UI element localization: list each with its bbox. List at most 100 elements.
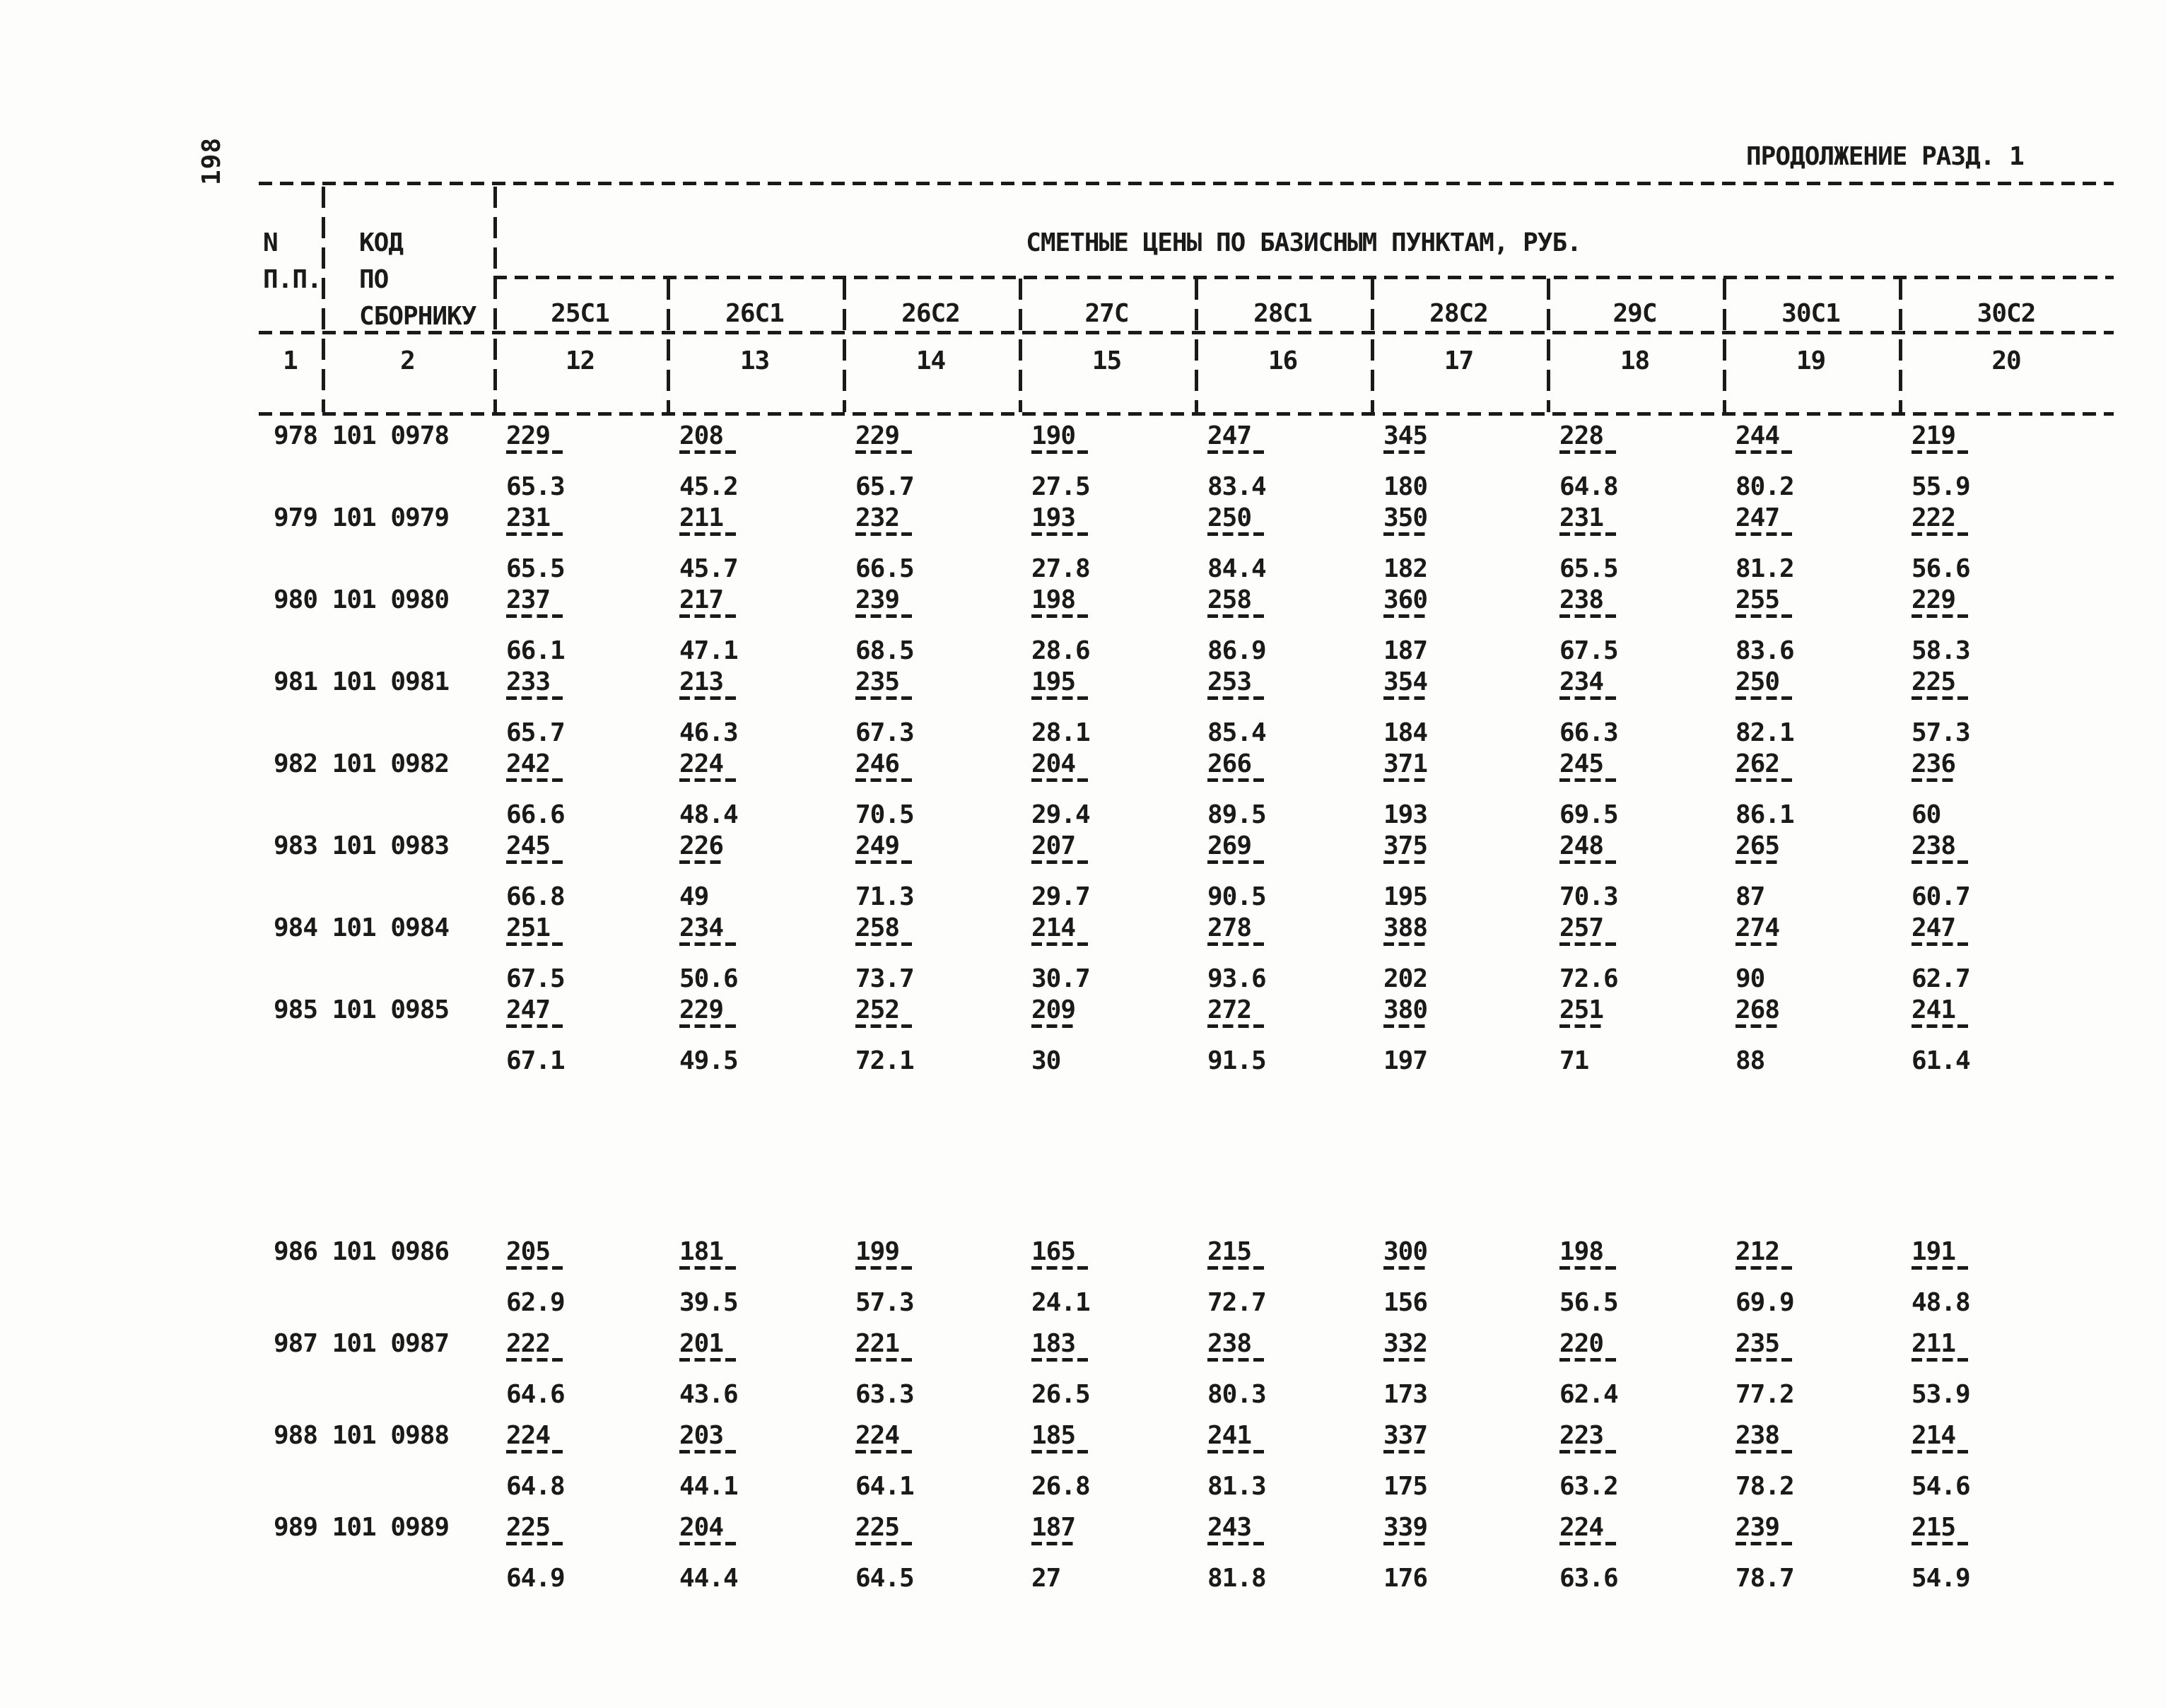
fraction-bar xyxy=(1735,860,1781,864)
price-denominator: 84.4 xyxy=(1207,554,1267,583)
price-numerator: 246 xyxy=(855,749,900,778)
price-denominator: 29.7 xyxy=(1031,882,1091,911)
data-column-separator xyxy=(843,279,846,412)
col1-separator xyxy=(322,187,325,412)
price-numerator: 213 xyxy=(679,667,724,696)
price-denominator: 197 xyxy=(1383,1046,1428,1075)
price-denominator: 90 xyxy=(1735,964,1765,993)
price-numerator: 219 xyxy=(1912,421,1956,450)
price-numerator: 191 xyxy=(1912,1237,1956,1266)
price-numerator: 300 xyxy=(1383,1237,1428,1266)
price-denominator: 30 xyxy=(1031,1046,1061,1075)
price-denominator: 60 xyxy=(1912,800,1941,829)
fraction-bar xyxy=(1031,1266,1093,1270)
price-denominator: 49.5 xyxy=(679,1046,739,1075)
price-denominator: 54.9 xyxy=(1912,1564,1971,1593)
column-number: 16 xyxy=(1268,346,1298,375)
price-denominator: 57.3 xyxy=(855,1288,915,1317)
price-denominator: 28.6 xyxy=(1031,636,1091,665)
fraction-bar xyxy=(1383,778,1429,782)
column-number: 17 xyxy=(1444,346,1474,375)
price-denominator: 91.5 xyxy=(1207,1046,1267,1075)
price-numerator: 215 xyxy=(1912,1513,1956,1542)
price-denominator: 65.3 xyxy=(506,472,566,501)
price-denominator: 62.7 xyxy=(1912,964,1971,993)
fraction-bar xyxy=(1383,1024,1429,1028)
fraction-bar xyxy=(1031,1450,1093,1453)
column-label-rule xyxy=(259,331,2114,334)
price-denominator: 86.1 xyxy=(1735,800,1795,829)
price-numerator: 245 xyxy=(506,831,551,860)
price-denominator: 48.4 xyxy=(679,800,739,829)
price-numerator: 224 xyxy=(679,749,724,778)
price-numerator: 337 xyxy=(1383,1421,1428,1450)
fraction-bar xyxy=(1912,942,1973,946)
fraction-bar xyxy=(1559,942,1621,946)
price-numerator: 262 xyxy=(1735,749,1780,778)
fraction-bar xyxy=(506,450,568,454)
fraction-bar xyxy=(855,1450,917,1453)
fraction-bar xyxy=(1912,450,1973,454)
data-column-separator xyxy=(1371,279,1374,412)
col2-separator xyxy=(493,187,497,412)
fraction-bar xyxy=(506,532,568,536)
price-numerator: 225 xyxy=(506,1513,551,1542)
price-denominator: 28.1 xyxy=(1031,718,1091,747)
price-numerator: 209 xyxy=(1031,995,1076,1024)
price-denominator: 44.4 xyxy=(679,1564,739,1593)
price-numerator: 226 xyxy=(679,831,724,860)
price-numerator: 235 xyxy=(855,667,900,696)
data-column-separator xyxy=(1723,279,1726,412)
price-numerator: 225 xyxy=(855,1513,900,1542)
price-numerator: 241 xyxy=(1912,995,1956,1024)
price-numerator: 234 xyxy=(679,913,724,942)
price-numerator: 212 xyxy=(1735,1237,1780,1266)
price-denominator: 26.8 xyxy=(1031,1472,1091,1501)
price-denominator: 67.5 xyxy=(506,964,566,993)
fraction-bar xyxy=(1912,860,1973,864)
price-denominator: 65.7 xyxy=(855,472,915,501)
price-numerator: 350 xyxy=(1383,503,1428,532)
price-denominator: 56.5 xyxy=(1559,1288,1619,1317)
fraction-bar xyxy=(1735,1024,1781,1028)
price-numerator: 388 xyxy=(1383,913,1428,942)
price-numerator: 245 xyxy=(1559,749,1604,778)
price-numerator: 250 xyxy=(1735,667,1780,696)
fraction-bar xyxy=(1559,1266,1621,1270)
price-denominator: 27.5 xyxy=(1031,472,1091,501)
fraction-bar xyxy=(855,1024,917,1028)
price-numerator: 251 xyxy=(506,913,551,942)
fraction-bar xyxy=(1207,1266,1269,1270)
price-numerator: 183 xyxy=(1031,1329,1076,1358)
price-numerator: 258 xyxy=(855,913,900,942)
price-numerator: 165 xyxy=(1031,1237,1076,1266)
price-denominator: 56.6 xyxy=(1912,554,1971,583)
price-denominator: 65.5 xyxy=(1559,554,1619,583)
fraction-bar xyxy=(1735,1450,1797,1453)
price-numerator: 220 xyxy=(1559,1329,1604,1358)
column-number: 19 xyxy=(1796,346,1826,375)
price-denominator: 70.3 xyxy=(1559,882,1619,911)
price-denominator: 202 xyxy=(1383,964,1428,993)
price-denominator: 182 xyxy=(1383,554,1428,583)
price-numerator: 235 xyxy=(1735,1329,1780,1358)
price-denominator: 89.5 xyxy=(1207,800,1267,829)
price-denominator: 65.5 xyxy=(506,554,566,583)
price-denominator: 77.2 xyxy=(1735,1380,1795,1409)
fraction-bar xyxy=(855,1266,917,1270)
price-numerator: 217 xyxy=(679,585,724,614)
price-numerator: 248 xyxy=(1559,831,1604,860)
fraction-bar xyxy=(855,450,917,454)
fraction-bar xyxy=(855,778,917,782)
fraction-bar xyxy=(1031,696,1093,700)
data-column-separator xyxy=(667,279,670,412)
fraction-bar xyxy=(679,696,741,700)
fraction-bar xyxy=(1559,532,1621,536)
fraction-bar xyxy=(855,1542,917,1545)
data-column-separator xyxy=(1019,279,1022,412)
column-number: 18 xyxy=(1620,346,1650,375)
price-denominator: 88 xyxy=(1735,1046,1765,1075)
price-numerator: 249 xyxy=(855,831,900,860)
price-numerator: 354 xyxy=(1383,667,1428,696)
fraction-bar xyxy=(1912,614,1973,618)
